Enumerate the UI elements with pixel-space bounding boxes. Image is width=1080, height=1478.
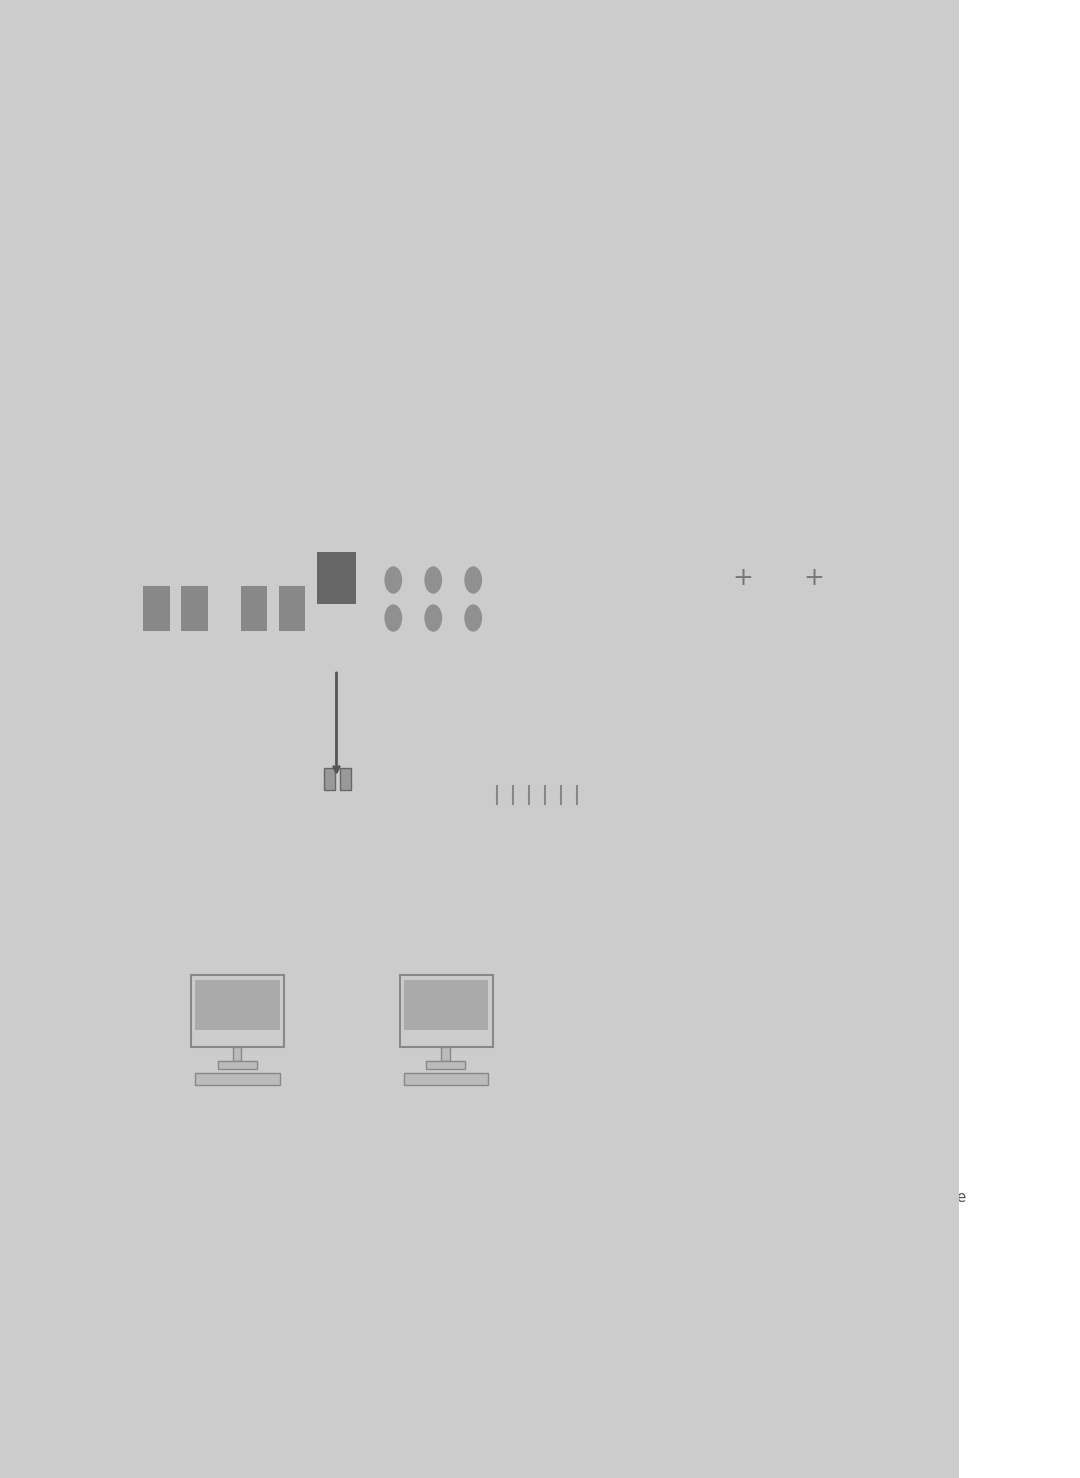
- FancyBboxPatch shape: [276, 582, 308, 636]
- Circle shape: [417, 556, 449, 605]
- Text: Cable Network: Cable Network: [52, 374, 224, 395]
- Text: Broadband modem: Broadband modem: [122, 820, 262, 835]
- FancyBboxPatch shape: [238, 582, 270, 636]
- Circle shape: [450, 628, 470, 658]
- Text: For more information on router connection, refer to the user manual of the route: For more information on router connectio…: [52, 307, 907, 347]
- Text: Broadband
service: Broadband service: [63, 882, 141, 915]
- FancyBboxPatch shape: [241, 585, 267, 631]
- FancyBboxPatch shape: [217, 1061, 257, 1069]
- Text: Connecting to the Network: Connecting to the Network: [343, 168, 616, 188]
- FancyBboxPatch shape: [316, 551, 356, 605]
- Text: ✔ NOTE: ✔ NOTE: [52, 1162, 125, 1179]
- Text: HDMI OUT: HDMI OUT: [242, 571, 288, 579]
- Text: ®  AUX IN   Ⓛ   VIDEO OUT: ® AUX IN Ⓛ VIDEO OUT: [393, 630, 503, 638]
- FancyBboxPatch shape: [313, 548, 360, 619]
- Text: 1.  Using the Direct LAN Cable (UTP cable), connect the LAN terminal of the prod: 1. Using the Direct LAN Cable (UTP cable…: [52, 415, 842, 455]
- Text: +: +: [804, 566, 824, 590]
- Circle shape: [457, 556, 489, 605]
- Text: Networking with PC for
AllShare function
(See pages 63~64): Networking with PC for AllShare function…: [258, 1069, 434, 1117]
- Circle shape: [716, 537, 770, 619]
- Text: +: +: [732, 566, 754, 590]
- Circle shape: [377, 556, 409, 605]
- FancyBboxPatch shape: [340, 769, 351, 791]
- FancyBboxPatch shape: [400, 975, 492, 1046]
- Text: Router: Router: [501, 782, 553, 797]
- Text: ......: ......: [624, 884, 648, 897]
- FancyBboxPatch shape: [181, 585, 207, 631]
- Circle shape: [384, 605, 402, 631]
- FancyBboxPatch shape: [143, 585, 170, 631]
- FancyBboxPatch shape: [52, 158, 907, 192]
- Text: ①  HDMI IN  ②: ① HDMI IN ②: [145, 571, 208, 579]
- Text: Broadband modem: Broadband modem: [595, 850, 734, 865]
- Text: (with integrated router): (with integrated router): [122, 838, 296, 853]
- Circle shape: [457, 593, 489, 643]
- Circle shape: [417, 593, 449, 643]
- FancyBboxPatch shape: [232, 1046, 242, 1061]
- FancyBboxPatch shape: [195, 980, 280, 1030]
- FancyBboxPatch shape: [117, 526, 842, 538]
- Text: 2.  Set the network options. (See page 41): 2. Set the network options. (See page 41…: [52, 471, 404, 491]
- FancyBboxPatch shape: [109, 517, 850, 668]
- FancyBboxPatch shape: [93, 510, 865, 1120]
- Text: This product enables you to view network based services (See pages 59~64) such a: This product enables you to view network…: [52, 214, 908, 275]
- Circle shape: [424, 566, 442, 594]
- Text: Broadband
service: Broadband service: [717, 882, 797, 915]
- Circle shape: [464, 605, 482, 631]
- FancyBboxPatch shape: [404, 1073, 488, 1085]
- Circle shape: [379, 628, 399, 658]
- Text: Connections: Connections: [52, 105, 394, 160]
- Text: ■  For the AllShare function, a PC must be connected in the network as shown in : ■ For the AllShare function, a PC must b…: [64, 1262, 769, 1277]
- Circle shape: [787, 537, 840, 619]
- FancyBboxPatch shape: [442, 1046, 450, 1061]
- Circle shape: [410, 628, 430, 658]
- Circle shape: [464, 566, 482, 594]
- Text: ■  Internet access to Samsung’s software update server may not be allowed, depen: ■ Internet access to Samsung’s software …: [64, 1190, 967, 1222]
- FancyBboxPatch shape: [427, 1061, 465, 1069]
- FancyBboxPatch shape: [404, 980, 488, 1030]
- FancyBboxPatch shape: [140, 582, 172, 636]
- Circle shape: [424, 605, 442, 631]
- FancyBboxPatch shape: [178, 582, 211, 636]
- Text: 28: 28: [52, 1417, 94, 1447]
- Text: Or: Or: [322, 850, 343, 868]
- FancyBboxPatch shape: [195, 1073, 280, 1085]
- FancyBboxPatch shape: [117, 526, 842, 661]
- Text: LAN: LAN: [309, 531, 330, 539]
- Circle shape: [486, 628, 505, 658]
- Text: ......: ......: [153, 884, 177, 897]
- FancyBboxPatch shape: [279, 585, 306, 631]
- Circle shape: [384, 566, 402, 594]
- Text: ■  For DSL users, please use a router to make a network connection.: ■ For DSL users, please use a router to …: [64, 1236, 594, 1250]
- FancyBboxPatch shape: [324, 769, 335, 791]
- FancyBboxPatch shape: [191, 975, 284, 1046]
- Text: English: English: [96, 1423, 161, 1441]
- Text: COMPONENT OUT: COMPONENT OUT: [384, 531, 464, 539]
- Circle shape: [377, 593, 409, 643]
